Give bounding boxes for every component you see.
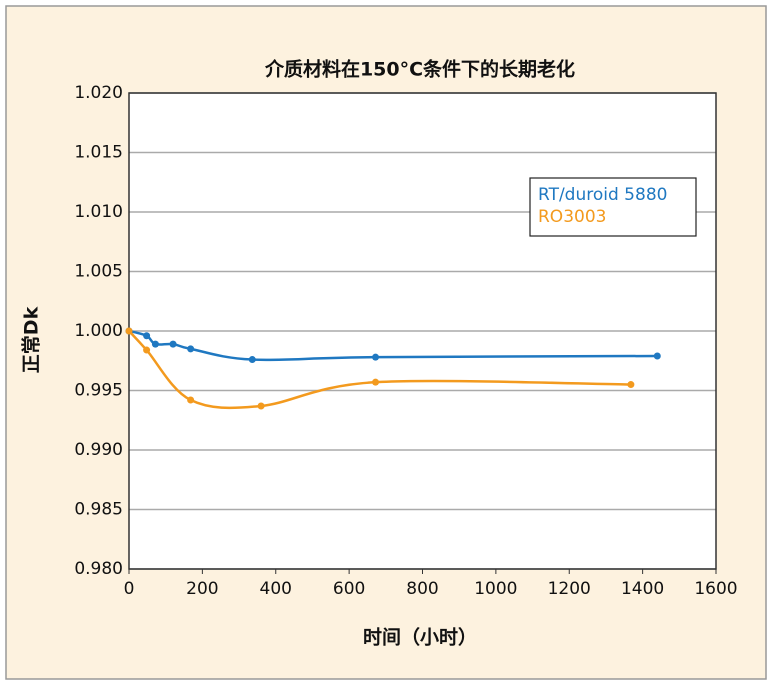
legend-entry: RT/duroid 5880 xyxy=(538,185,667,205)
legend-box xyxy=(529,177,697,237)
data-point xyxy=(372,378,380,386)
data-point xyxy=(187,396,195,404)
x-tick-label: 1200 xyxy=(548,579,591,599)
data-point xyxy=(627,381,635,389)
y-tick-label: 0.980 xyxy=(74,559,123,579)
x-tick-label: 400 xyxy=(260,579,292,599)
y-axis-label: 正常Dk xyxy=(20,306,43,373)
data-point xyxy=(151,340,159,348)
y-tick-label: 0.990 xyxy=(74,440,123,460)
data-point xyxy=(187,345,195,353)
y-tick-label: 1.020 xyxy=(74,83,123,103)
data-point xyxy=(653,352,661,360)
legend-entry: RO3003 xyxy=(538,207,606,227)
chart-title: 介质材料在150°C条件下的长期老化 xyxy=(264,58,575,81)
x-tick-label: 200 xyxy=(186,579,218,599)
y-tick-label: 0.995 xyxy=(74,381,123,401)
x-tick-label: 0 xyxy=(124,579,135,599)
x-tick-label: 1600 xyxy=(694,579,737,599)
x-axis-label: 时间（小时） xyxy=(363,626,477,649)
y-tick-label: 1.015 xyxy=(74,143,123,163)
data-point xyxy=(169,340,177,348)
data-point xyxy=(372,353,380,361)
data-point xyxy=(257,402,265,410)
data-point xyxy=(125,327,133,335)
y-tick-label: 0.985 xyxy=(74,500,123,520)
y-tick-label: 1.010 xyxy=(74,202,123,222)
y-tick-label: 1.000 xyxy=(74,321,123,341)
data-point xyxy=(143,346,151,354)
data-point xyxy=(248,356,256,364)
x-tick-label: 1400 xyxy=(621,579,664,599)
x-tick-label: 600 xyxy=(333,579,365,599)
x-tick-label: 800 xyxy=(406,579,438,599)
x-tick-label: 1000 xyxy=(474,579,517,599)
y-tick-label: 1.005 xyxy=(74,262,123,282)
data-point xyxy=(143,332,151,340)
